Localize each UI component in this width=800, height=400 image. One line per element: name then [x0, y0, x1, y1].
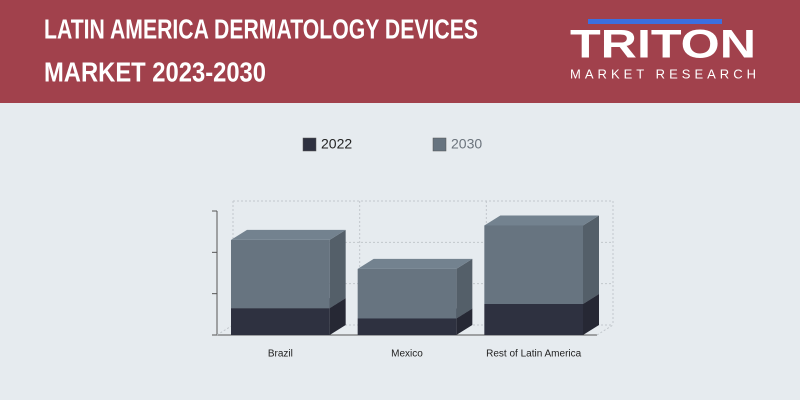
- bar: [357, 318, 457, 335]
- floor-edge: [596, 324, 614, 336]
- logo-bar: [588, 19, 722, 24]
- plot: 2022 2030 Brazil Mexico Rest of Latin Americ…: [212, 136, 614, 360]
- bar-top: [231, 229, 346, 240]
- bar: [231, 239, 330, 309]
- bar-side: [583, 215, 599, 304]
- bar-side: [456, 308, 473, 335]
- bar-top: [357, 258, 473, 269]
- bar: [484, 304, 583, 335]
- legend-label: 2030: [451, 136, 482, 152]
- bar-top: [484, 215, 599, 226]
- floor-edge: [216, 324, 234, 336]
- x-tick-label: Brazil: [268, 349, 293, 360]
- x-tick-label: Mexico: [391, 349, 423, 360]
- legend-swatch: [432, 137, 447, 152]
- bar-side: [329, 229, 346, 309]
- bar: [357, 268, 457, 319]
- bar: [484, 225, 583, 304]
- x-tick-label: Rest of Latin America: [486, 349, 581, 360]
- title-line: LATIN AMERICA DERMATOLOGY DEVICES: [44, 13, 478, 44]
- bar-side: [329, 298, 346, 335]
- bar: [231, 308, 330, 335]
- legend-swatch: [302, 137, 317, 152]
- logo: TRITON: [570, 23, 756, 67]
- bar-side: [456, 258, 473, 319]
- title-line: MARKET 2023-2030: [44, 56, 266, 87]
- bar-side: [583, 294, 599, 335]
- logo-tagline: MARKET RESEARCH: [570, 66, 756, 81]
- legend-label: 2022: [321, 136, 352, 152]
- header-band: [0, 0, 800, 103]
